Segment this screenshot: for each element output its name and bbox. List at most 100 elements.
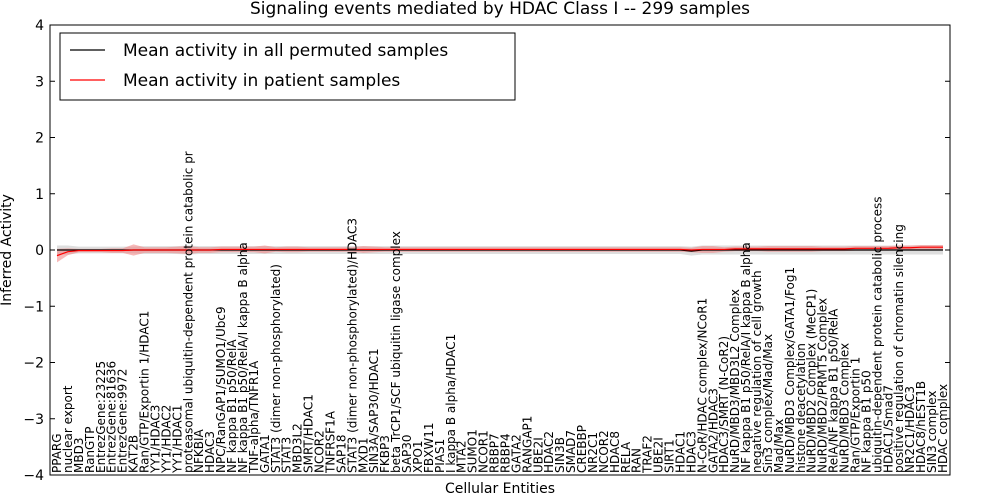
category-label: HDAC3 bbox=[684, 431, 698, 473]
category-label: MBD3 bbox=[72, 438, 86, 473]
category-label: EntrezGene:81636 bbox=[105, 361, 119, 473]
patient-mean-line bbox=[56, 246, 943, 257]
category-label: MTA2 bbox=[455, 440, 469, 473]
category-label: MXD1 bbox=[356, 438, 370, 473]
category-label: N-CoR/HDAC complex/NCoR1 bbox=[695, 298, 709, 473]
category-label: GATA2/HDAC3 bbox=[706, 388, 720, 473]
category-label: TNFRSF1A bbox=[323, 410, 337, 474]
category-label: YY1/HDAC2 bbox=[159, 405, 173, 474]
category-label: NF kappa B1 p50/RelA/I kappa B alpha bbox=[236, 242, 250, 473]
category-label: HDAC2 bbox=[542, 431, 556, 473]
category-label: XPO1 bbox=[411, 440, 425, 473]
category-label: NF kappa B1 p50/RelA/I kappa B alpha bbox=[739, 242, 753, 473]
y-tick-label: 0 bbox=[35, 243, 44, 259]
category-label: negative regulation of cell growth bbox=[750, 270, 764, 473]
category-label: UBE2I bbox=[652, 437, 666, 473]
category-label: RANGAP1 bbox=[520, 416, 534, 473]
category-label: NuRD/MBD2/PRMT5 Complex bbox=[816, 298, 830, 473]
category-label: SAP30 bbox=[400, 434, 414, 473]
category-label: HDAC8/hEST1B bbox=[914, 381, 928, 473]
category-label: RELA bbox=[619, 441, 633, 473]
legend: Mean activity in all permuted samples Me… bbox=[59, 32, 516, 101]
category-label: ubiquitin-dependent protein catabolic pr… bbox=[870, 197, 884, 473]
category-label: NuRD/MBD3 Complex bbox=[838, 343, 852, 473]
category-label: SIN3B bbox=[553, 437, 567, 473]
category-label: NPC/RanGAP1/SUMO1/Ubc9 bbox=[214, 306, 228, 473]
category-label: NCOR2 bbox=[313, 430, 327, 473]
category-label: RBBP4 bbox=[498, 433, 512, 473]
category-label: RanGTP bbox=[83, 427, 97, 473]
category-label: STAT3 (dimer non-phosphorylated)/HDAC3 bbox=[345, 218, 359, 473]
legend-label-patient: Mean activity in patient samples bbox=[123, 71, 400, 91]
category-label: NR2C1 bbox=[586, 432, 600, 473]
category-label: RAN bbox=[630, 448, 644, 473]
category-label: FBXW11 bbox=[422, 423, 436, 474]
category-label: histone deacetylation bbox=[794, 343, 808, 473]
y-tick-label: −3 bbox=[23, 412, 44, 428]
y-tick-label: −2 bbox=[23, 356, 44, 372]
y-tick-label: −4 bbox=[23, 468, 44, 484]
category-label: NF kappa B1 p50 bbox=[859, 370, 873, 473]
category-label: positive regulation of chromatin silenci… bbox=[892, 224, 906, 473]
y-axis-label: Inferred Activity bbox=[0, 194, 15, 306]
category-label: GATA1 bbox=[258, 434, 272, 473]
category-label: NCOR2 bbox=[597, 430, 611, 473]
legend-box bbox=[59, 32, 516, 101]
legend-label-permuted: Mean activity in all permuted samples bbox=[123, 41, 448, 61]
category-label: SIRT1 bbox=[663, 439, 677, 473]
category-label: TRAF2 bbox=[641, 435, 655, 474]
category-label: TNF-alpha/TNFR1A bbox=[247, 360, 261, 474]
category-label: PIAS1 bbox=[433, 439, 447, 473]
category-label: UBE2I bbox=[531, 437, 545, 473]
category-label: NCOR1 bbox=[477, 430, 491, 473]
category-label: YY1/HDAC3 bbox=[148, 405, 162, 474]
category-label: I kappa B alpha/HDAC1 bbox=[444, 334, 458, 473]
category-label: CREBBP bbox=[575, 425, 589, 473]
category-label: HDAC1 bbox=[673, 431, 687, 473]
chart-title: Signaling events mediated by HDAC Class … bbox=[250, 0, 750, 19]
x-axis-label: Cellular Entities bbox=[445, 481, 555, 497]
category-label: YY1/HDAC1 bbox=[170, 405, 184, 474]
category-label: STAT3 bbox=[280, 437, 294, 473]
y-tick-label: 2 bbox=[35, 131, 44, 147]
category-label: NuRD/MBD3 Complex/GATA1/Fog1 bbox=[783, 267, 797, 473]
y-tick-label: −1 bbox=[23, 299, 44, 315]
y-tick-label: 4 bbox=[35, 18, 44, 34]
category-label: HDAC3/SMRT (N-CoR2) bbox=[717, 336, 731, 473]
category-label: HDAC complex bbox=[936, 384, 950, 473]
y-tick-label: 1 bbox=[35, 187, 44, 203]
category-label: beta TrCP1/SCF ubiquitin ligase complex bbox=[389, 231, 403, 473]
category-label: proteasomal ubiquitin-dependent protein … bbox=[181, 151, 195, 473]
category-label: STAT3 (dimer non-phosphorylated) bbox=[269, 264, 283, 473]
category-label: Sin3 complex/Mad/Max bbox=[761, 334, 775, 473]
category-label: EntrezGene:23225 bbox=[94, 361, 108, 473]
category-label: SMAD7 bbox=[564, 430, 578, 473]
category-label: HDAC1/Smad7 bbox=[881, 385, 895, 473]
category-label: KAT2B bbox=[127, 435, 141, 473]
category-label: SAP18 bbox=[334, 434, 348, 473]
category-label: FKBP3 bbox=[378, 435, 392, 473]
category-label: HDAC8 bbox=[608, 431, 622, 473]
category-label: SUMO1 bbox=[466, 429, 480, 473]
category-label: NuRD/MBD3/MBD3L2 Complex bbox=[728, 289, 742, 473]
category-label: PPARG bbox=[50, 433, 64, 473]
category-label: NR2C1/HDAC3 bbox=[903, 386, 917, 473]
category-label: RBBP7 bbox=[488, 433, 502, 473]
category-label: nuclear export bbox=[61, 385, 75, 473]
y-tick-label: 3 bbox=[35, 74, 44, 90]
category-label: NF kappa B1 p50/RelA bbox=[225, 339, 239, 473]
category-label: MBD3L2 bbox=[291, 423, 305, 473]
category-label: RelA/NF kappa B1 p50/RelA bbox=[827, 308, 841, 473]
category-label: Ran/GTP/Exportin 1 bbox=[848, 357, 862, 473]
category-label: Ran/GTP/Exportin 1/HDAC1 bbox=[138, 311, 152, 473]
category-label: NuRD/MBD2 Complex (MeCP1) bbox=[805, 289, 819, 473]
category-label: SMRT/HDAC1 bbox=[302, 394, 316, 473]
category-label: HDAC3 bbox=[203, 431, 217, 473]
category-label: NFKBIA bbox=[192, 428, 206, 473]
category-label: EntrezGene:9972 bbox=[116, 369, 130, 474]
category-label: GATA2 bbox=[509, 434, 523, 473]
category-label: SIN3 complex bbox=[925, 391, 939, 473]
plot-frame bbox=[49, 24, 951, 476]
